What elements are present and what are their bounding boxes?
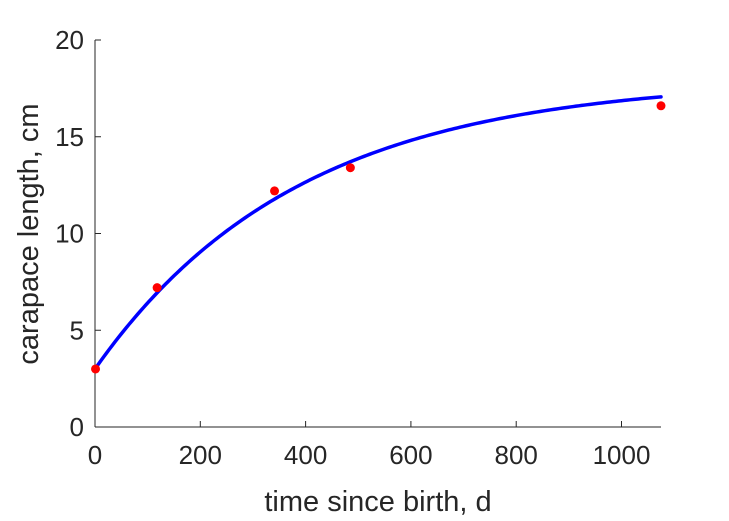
data-point <box>91 364 101 374</box>
y-tick-label: 10 <box>55 219 84 249</box>
x-tick-label: 200 <box>179 440 222 470</box>
y-tick-label: 15 <box>55 122 84 152</box>
y-tick-label: 5 <box>70 315 84 345</box>
data-point <box>270 186 280 196</box>
data-point <box>152 283 162 293</box>
x-tick-label: 800 <box>495 440 538 470</box>
x-tick-label: 600 <box>389 440 432 470</box>
x-tick-label: 0 <box>88 440 102 470</box>
y-tick-label: 0 <box>70 412 84 442</box>
series-layer <box>91 95 666 374</box>
x-tick-label: 1000 <box>593 440 651 470</box>
fit-curve <box>93 95 663 371</box>
data-point <box>656 101 666 111</box>
y-tick-label: 20 <box>55 25 84 55</box>
data-point <box>345 163 355 173</box>
y-ticks: 0 5 10 15 20 <box>55 25 101 442</box>
x-ticks: 0 200 400 600 800 1000 <box>88 421 651 470</box>
x-axis-title: time since birth, d <box>264 486 491 518</box>
x-tick-label: 400 <box>284 440 327 470</box>
plot-area <box>94 40 661 428</box>
y-axis-title: carapace length, cm <box>13 103 45 364</box>
